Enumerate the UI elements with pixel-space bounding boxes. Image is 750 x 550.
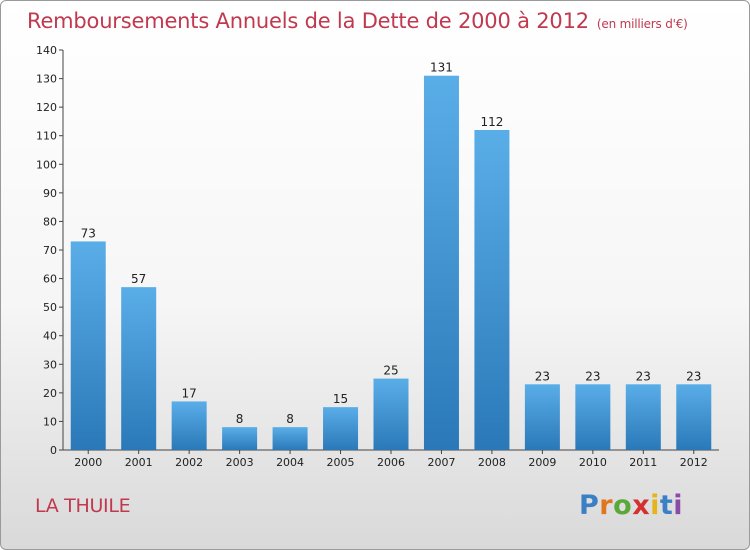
y-tick-label: 140 (36, 44, 57, 57)
logo-letter: i (650, 490, 660, 521)
value-label-2003: 8 (236, 412, 244, 426)
logo-letter: i (673, 490, 684, 521)
bar-2011 (625, 384, 661, 450)
y-tick-label: 110 (36, 130, 57, 143)
logo-letter: t (659, 490, 674, 521)
chart-title-text: Remboursements Annuels de la Dette de 20… (27, 9, 589, 33)
value-label-2009: 23 (535, 369, 550, 383)
logo-letter: P (579, 490, 600, 521)
y-tick-label: 20 (43, 387, 57, 400)
bar-2009 (524, 384, 560, 450)
bar-2005 (323, 407, 359, 450)
bar-2010 (575, 384, 611, 450)
value-label-2010: 23 (585, 369, 600, 383)
logo-letter: r (599, 490, 614, 521)
x-tick-label: 2011 (629, 456, 657, 469)
y-tick-label: 50 (43, 301, 57, 314)
x-tick-label: 2008 (478, 456, 506, 469)
y-tick-label: 90 (43, 187, 57, 200)
y-tick-label: 0 (50, 444, 57, 457)
y-tick-label: 70 (43, 244, 57, 257)
x-tick-label: 2009 (528, 456, 556, 469)
chart-bars (70, 75, 712, 450)
value-label-2012: 23 (686, 369, 701, 383)
x-tick-label: 2007 (427, 456, 455, 469)
value-label-2001: 57 (131, 272, 146, 286)
y-tick-label: 10 (43, 415, 57, 428)
y-tick-label: 100 (36, 158, 57, 171)
x-tick-label: 2001 (125, 456, 153, 469)
bar-2008 (474, 130, 510, 450)
x-tick-label: 2004 (276, 456, 304, 469)
bar-2003 (222, 427, 258, 450)
y-tick-label: 40 (43, 330, 57, 343)
bar-2007 (423, 75, 459, 450)
value-label-2002: 17 (182, 386, 197, 400)
value-label-2011: 23 (636, 369, 651, 383)
logo-letter: o (613, 490, 633, 521)
y-tick-label: 80 (43, 215, 57, 228)
x-tick-label: 2010 (579, 456, 607, 469)
bar-2012 (676, 384, 712, 450)
x-tick-label: 2012 (680, 456, 708, 469)
bar-2000 (70, 241, 106, 450)
chart-title: Remboursements Annuels de la Dette de 20… (27, 9, 688, 33)
bar-2004 (272, 427, 308, 450)
x-tick-label: 2005 (327, 456, 355, 469)
value-label-2006: 25 (383, 364, 398, 378)
value-label-2007: 131 (430, 61, 453, 75)
value-label-2008: 112 (480, 115, 503, 129)
bar-2001 (121, 287, 157, 450)
x-tick-label: 2000 (74, 456, 102, 469)
x-tick-label: 2003 (226, 456, 254, 469)
value-label-2000: 73 (81, 226, 96, 240)
bar-2006 (373, 378, 409, 450)
chart-value-labels: 73 57 17 8 8 15 25 131 112 23 23 23 23 (81, 61, 702, 426)
y-tick-label: 120 (36, 101, 57, 114)
y-tick-label: 130 (36, 73, 57, 86)
y-tick-label: 60 (43, 273, 57, 286)
x-tick-label: 2002 (175, 456, 203, 469)
chart-axes: 0 10 20 30 40 50 60 70 80 90 100 110 120 130 140 2000 20… (36, 44, 719, 469)
chart-unit: (en milliers d'€) (596, 17, 688, 31)
value-label-2005: 15 (333, 392, 348, 406)
logo-letter: x (632, 490, 651, 521)
proxiti-logo: Proxiti (579, 490, 683, 521)
y-tick-label: 30 (43, 358, 57, 371)
x-tick-label: 2006 (377, 456, 405, 469)
bar-2002 (171, 401, 207, 450)
place-name: LA THUILE (35, 495, 131, 517)
value-label-2004: 8 (286, 412, 294, 426)
